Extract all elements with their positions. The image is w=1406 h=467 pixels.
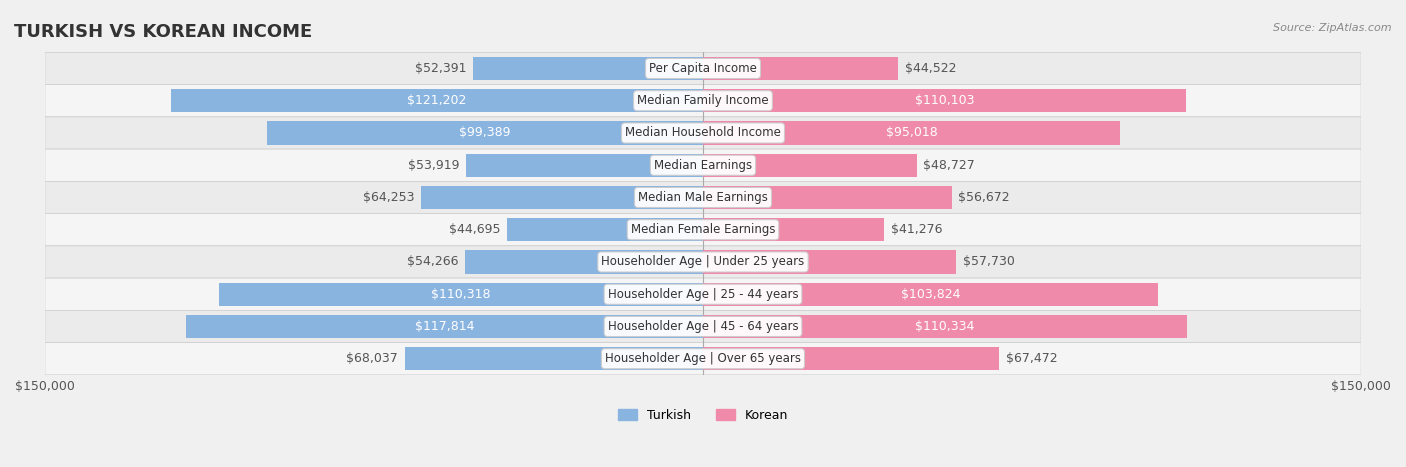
Bar — [465, 250, 703, 274]
FancyBboxPatch shape — [45, 149, 1361, 181]
Bar — [474, 57, 703, 80]
Bar — [219, 283, 703, 306]
Bar — [703, 57, 898, 80]
FancyBboxPatch shape — [45, 181, 1361, 213]
Bar — [703, 347, 1000, 370]
Bar — [703, 89, 1187, 113]
Text: Householder Age | Over 65 years: Householder Age | Over 65 years — [605, 352, 801, 365]
Bar — [267, 121, 703, 145]
Text: $121,202: $121,202 — [408, 94, 467, 107]
Bar — [508, 218, 703, 241]
Text: Householder Age | 45 - 64 years: Householder Age | 45 - 64 years — [607, 320, 799, 333]
Text: $52,391: $52,391 — [415, 62, 467, 75]
Text: Source: ZipAtlas.com: Source: ZipAtlas.com — [1274, 23, 1392, 33]
FancyBboxPatch shape — [45, 52, 1361, 85]
Text: Median Household Income: Median Household Income — [626, 127, 780, 140]
Legend: Turkish, Korean: Turkish, Korean — [613, 403, 793, 427]
Text: $95,018: $95,018 — [886, 127, 938, 140]
Text: $44,522: $44,522 — [905, 62, 956, 75]
Text: TURKISH VS KOREAN INCOME: TURKISH VS KOREAN INCOME — [14, 23, 312, 42]
Text: $54,266: $54,266 — [406, 255, 458, 269]
Text: Median Family Income: Median Family Income — [637, 94, 769, 107]
Bar — [405, 347, 703, 370]
Bar — [703, 186, 952, 209]
FancyBboxPatch shape — [45, 278, 1361, 311]
Text: $53,919: $53,919 — [408, 159, 460, 172]
Text: $110,103: $110,103 — [915, 94, 974, 107]
Bar — [703, 121, 1119, 145]
FancyBboxPatch shape — [45, 213, 1361, 246]
Text: Median Earnings: Median Earnings — [654, 159, 752, 172]
FancyBboxPatch shape — [45, 85, 1361, 117]
Text: $57,730: $57,730 — [963, 255, 1015, 269]
Text: $48,727: $48,727 — [924, 159, 976, 172]
Bar — [172, 89, 703, 113]
Text: $44,695: $44,695 — [449, 223, 501, 236]
Bar — [703, 218, 884, 241]
Text: $99,389: $99,389 — [460, 127, 510, 140]
Text: Per Capita Income: Per Capita Income — [650, 62, 756, 75]
Text: Median Male Earnings: Median Male Earnings — [638, 191, 768, 204]
Bar — [703, 283, 1159, 306]
Bar — [467, 154, 703, 177]
Text: $110,334: $110,334 — [915, 320, 974, 333]
Text: Householder Age | Under 25 years: Householder Age | Under 25 years — [602, 255, 804, 269]
Text: $67,472: $67,472 — [1005, 352, 1057, 365]
Text: Householder Age | 25 - 44 years: Householder Age | 25 - 44 years — [607, 288, 799, 301]
FancyBboxPatch shape — [45, 343, 1361, 375]
Text: $117,814: $117,814 — [415, 320, 474, 333]
Bar — [703, 315, 1187, 338]
Bar — [703, 250, 956, 274]
Text: $64,253: $64,253 — [363, 191, 415, 204]
FancyBboxPatch shape — [45, 311, 1361, 343]
Bar — [422, 186, 703, 209]
FancyBboxPatch shape — [45, 117, 1361, 149]
Bar — [703, 154, 917, 177]
Text: Median Female Earnings: Median Female Earnings — [631, 223, 775, 236]
Text: $110,318: $110,318 — [432, 288, 491, 301]
Bar — [186, 315, 703, 338]
FancyBboxPatch shape — [45, 246, 1361, 278]
Text: $103,824: $103,824 — [901, 288, 960, 301]
Text: $41,276: $41,276 — [890, 223, 942, 236]
Text: $56,672: $56,672 — [959, 191, 1010, 204]
Text: $68,037: $68,037 — [346, 352, 398, 365]
